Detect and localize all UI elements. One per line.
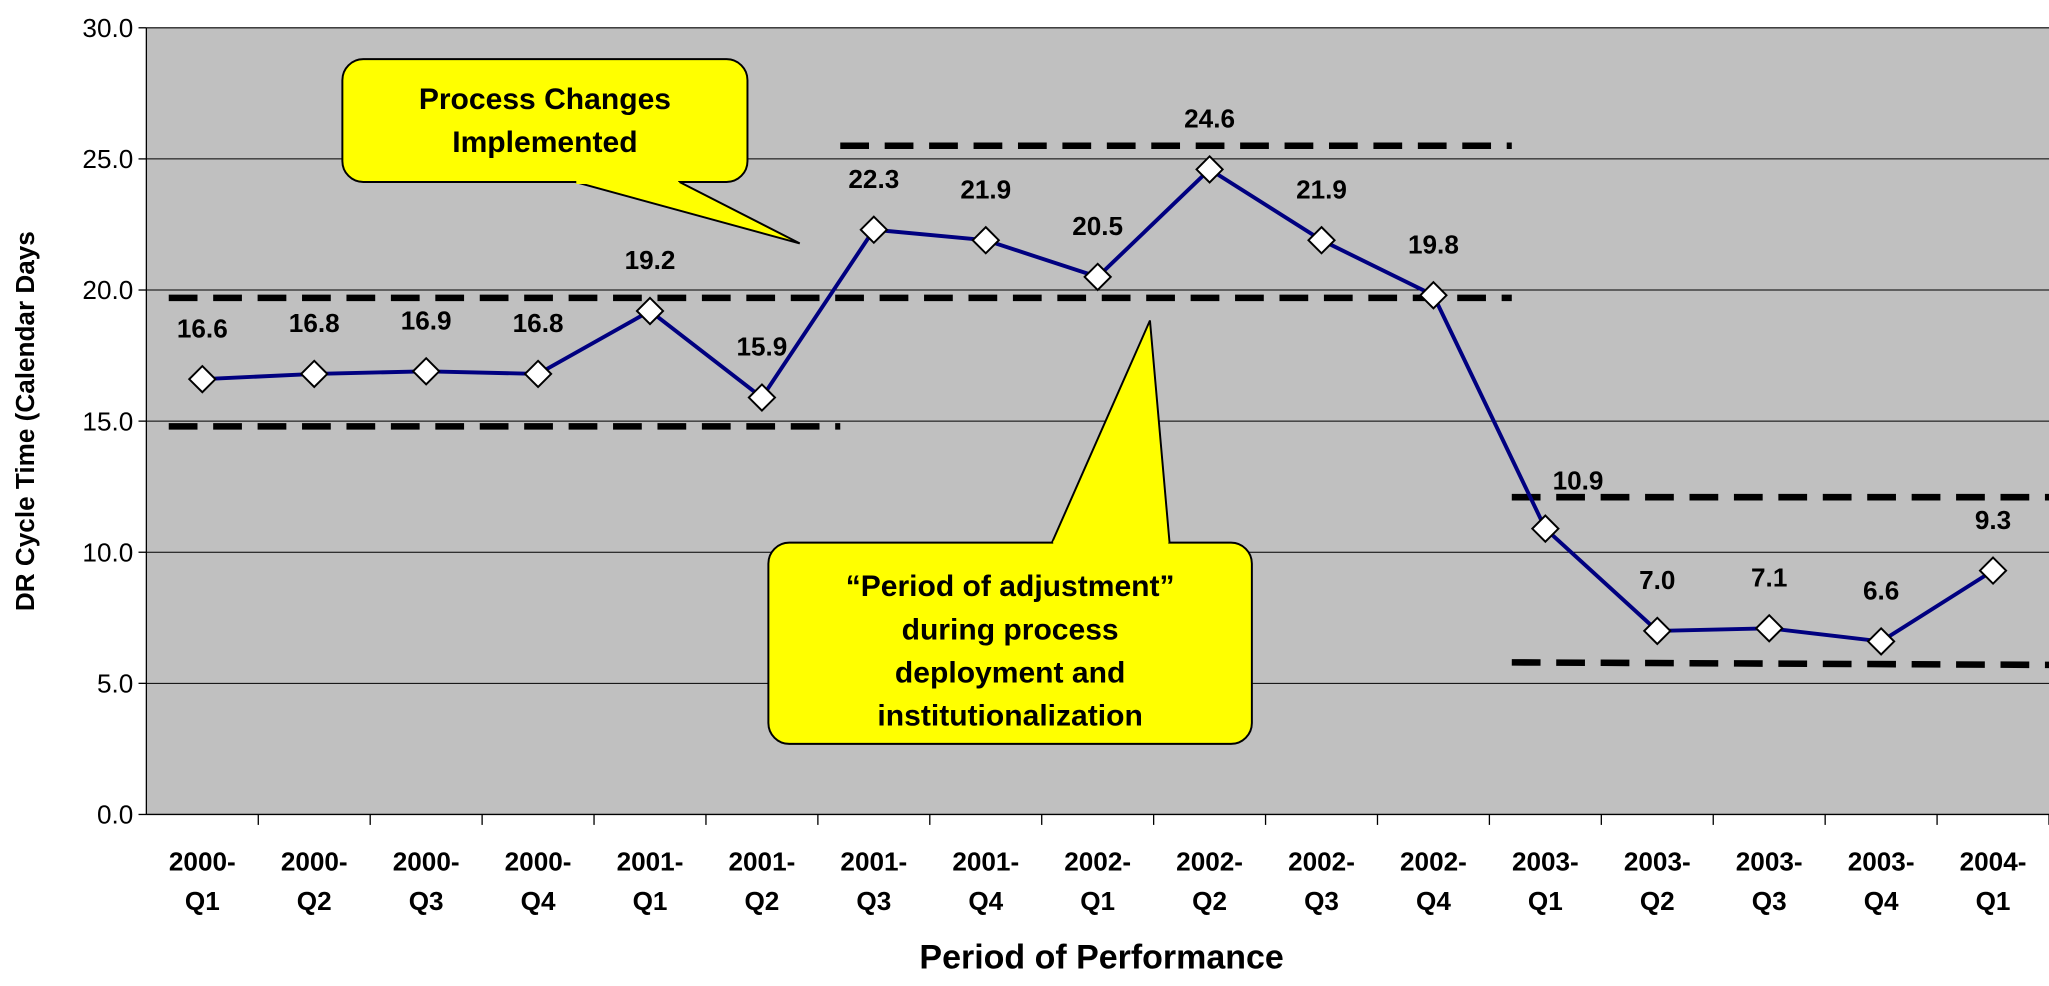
point-marker	[1978, 556, 2008, 586]
callout-pointer	[574, 181, 801, 245]
x-tick-label: 2001-Q1	[617, 847, 684, 916]
point-marker	[1866, 626, 1896, 656]
point-marker	[1307, 225, 1336, 255]
point-marker	[1642, 616, 1672, 646]
callout-text: institutionalization	[877, 700, 1142, 733]
data-label: 6.6	[1863, 576, 1899, 606]
y-tick-label: 20.0	[82, 275, 133, 305]
y-axis-label: DR Cycle Time (Calendar Days	[10, 231, 40, 611]
x-tick-label: 2003-Q1	[1512, 847, 1579, 916]
callout-text: Process Changes	[419, 83, 671, 116]
x-tick-label: 2002-Q2	[1176, 847, 1243, 916]
x-tick-label: 2000-Q4	[505, 847, 572, 916]
y-tick-label: 10.0	[82, 537, 133, 567]
callout-text: deployment and	[895, 656, 1125, 689]
data-label: 24.6	[1184, 104, 1235, 134]
x-axis-label: Period of Performance	[919, 939, 1283, 977]
data-label: 7.0	[1639, 565, 1675, 595]
data-label: 16.9	[401, 305, 452, 335]
point-marker	[411, 356, 441, 386]
data-label: 16.8	[289, 308, 340, 338]
data-label: 19.8	[1408, 229, 1459, 259]
data-label: 21.9	[960, 174, 1011, 204]
callout-text: Implemented	[452, 126, 637, 159]
y-tick-label: 25.0	[82, 144, 133, 174]
x-tick-label: 2000-Q2	[281, 847, 348, 916]
callout-box	[767, 541, 1253, 745]
callout-box	[341, 58, 749, 183]
x-tick-label: 2002-Q1	[1064, 847, 1131, 916]
x-tick-label: 2001-Q2	[729, 847, 796, 916]
x-tick-label: 2004-Q1	[1960, 847, 2027, 916]
callout-pointer	[1051, 320, 1171, 544]
data-label: 10.9	[1553, 465, 1604, 495]
data-label: 21.9	[1296, 174, 1347, 204]
data-label: 15.9	[736, 332, 787, 362]
x-tick-label: 2002-Q3	[1288, 847, 1355, 916]
data-label: 16.6	[177, 313, 228, 343]
data-label: 16.8	[513, 308, 564, 338]
callout-text: during process	[902, 613, 1119, 646]
point-marker	[299, 359, 329, 389]
x-tick-label: 2003-Q2	[1624, 847, 1691, 916]
data-label: 9.3	[1975, 505, 2011, 535]
x-tick-label: 2003-Q3	[1736, 847, 1803, 916]
point-marker	[1195, 154, 1225, 184]
point-marker	[747, 383, 777, 412]
data-label: 7.1	[1751, 562, 1787, 592]
y-tick-label: 0.0	[97, 800, 133, 830]
callout-text: “Period of adjustment”	[846, 570, 1175, 603]
y-tick-label: 30.0	[82, 13, 133, 43]
y-tick-label: 15.0	[82, 406, 133, 436]
point-marker	[1083, 262, 1113, 292]
reference-line	[1511, 659, 2049, 669]
x-tick-label: 2002-Q4	[1400, 847, 1467, 916]
x-tick-label: 2001-Q4	[952, 847, 1019, 916]
point-marker	[187, 364, 217, 394]
data-label: 19.2	[625, 245, 676, 275]
point-marker	[635, 296, 665, 326]
x-tick-label: 2001-Q3	[840, 847, 907, 916]
point-marker	[859, 215, 889, 245]
point-marker	[1754, 613, 1784, 643]
point-marker	[1530, 514, 1560, 544]
x-tick-label: 2000-Q1	[169, 847, 236, 916]
x-tick-label: 2000-Q3	[393, 847, 460, 916]
point-marker	[971, 225, 1001, 255]
point-marker	[523, 359, 553, 389]
data-label: 22.3	[848, 164, 899, 194]
y-tick-label: 5.0	[97, 668, 133, 698]
x-tick-label: 2003-Q4	[1848, 847, 1915, 916]
point-marker	[1418, 280, 1448, 310]
data-label: 20.5	[1072, 211, 1123, 241]
